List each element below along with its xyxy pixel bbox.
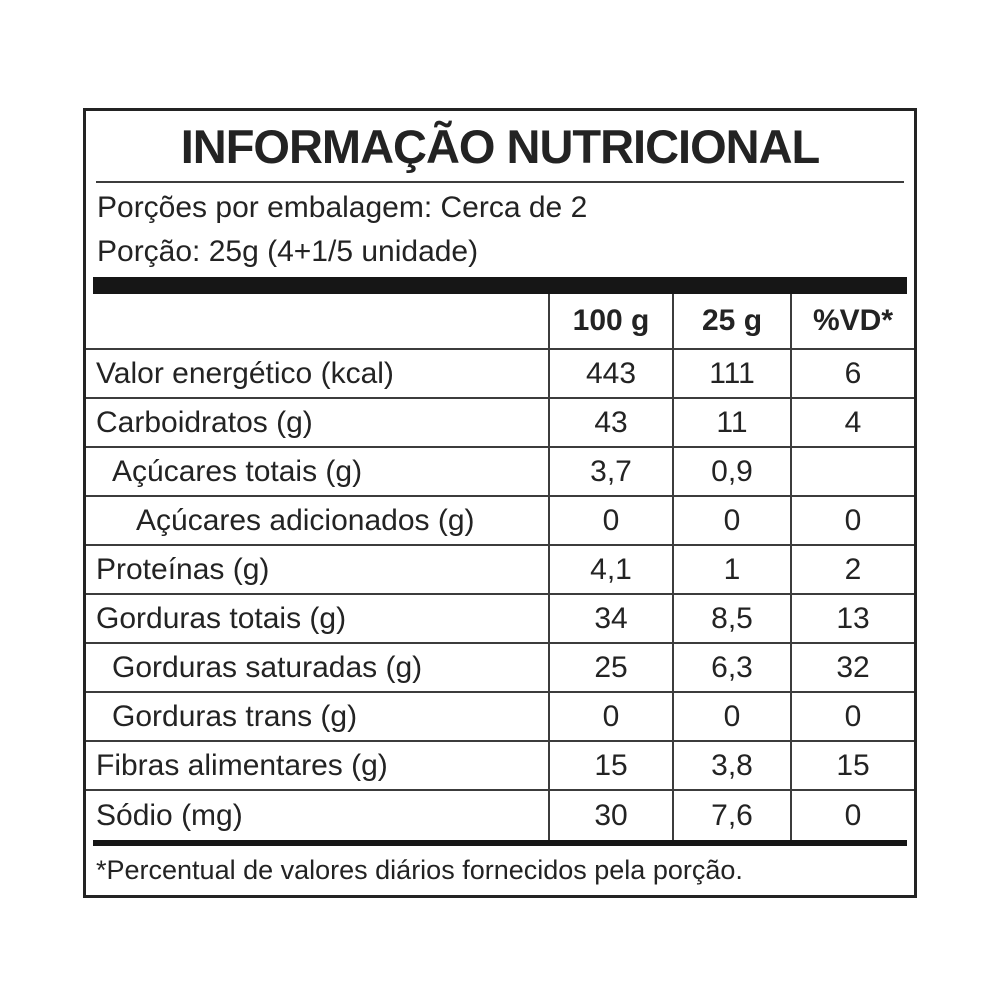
value-vd: 0 [790,497,914,544]
nutrient-label: Valor energético (kcal) [96,356,394,390]
value-vd: 2 [790,546,914,593]
value-vd: 6 [790,350,914,397]
value-25g: 0 [672,497,790,544]
nutrient-label: Sódio (mg) [96,798,243,832]
value-100g: 443 [548,350,672,397]
value-100g: 43 [548,399,672,446]
footnote-section: *Percentual de valores diários fornecido… [86,846,914,895]
nutrient-label: Fibras alimentares (g) [96,748,388,782]
value-100g: 3,7 [548,448,672,495]
value-vd: 32 [790,644,914,691]
nutrient-label: Proteínas (g) [96,552,270,586]
daily-value-footnote: *Percentual de valores diários fornecido… [96,855,743,885]
table-row: Proteínas (g) 4,1 1 2 [86,546,914,595]
header-25g-column: 25 g [672,294,790,348]
footer-separator-bar [93,840,907,846]
value-vd: 13 [790,595,914,642]
nutrition-facts-label: INFORMAÇÃO NUTRICIONAL Porções por embal… [83,108,917,898]
header-vd-column: %VD* [790,294,914,348]
value-vd: 4 [790,399,914,446]
value-25g: 111 [672,350,790,397]
value-25g: 3,8 [672,742,790,789]
table-header-row: 100 g 25 g %VD* [86,294,914,350]
header-separator-bar [93,277,907,294]
value-25g: 6,3 [672,644,790,691]
value-25g: 1 [672,546,790,593]
nutrient-label: Açúcares totais (g) [112,454,363,488]
title-divider [96,181,904,183]
value-vd: 0 [790,693,914,740]
nutrient-label: Gorduras trans (g) [112,699,358,733]
value-25g: 11 [672,399,790,446]
value-100g: 4,1 [548,546,672,593]
servings-per-package: Porções por embalagem: Cerca de 2 [97,191,588,224]
label-header: INFORMAÇÃO NUTRICIONAL [86,111,914,181]
serving-info-section: Porções por embalagem: Cerca de 2 Porção… [86,183,914,277]
value-vd: 0 [790,791,914,840]
value-25g: 0,9 [672,448,790,495]
nutrient-label: Carboidratos (g) [96,405,313,439]
table-row: Valor energético (kcal) 443 111 6 [86,350,914,399]
value-25g: 0 [672,693,790,740]
table-row: Carboidratos (g) 43 11 4 [86,399,914,448]
table-row: Gorduras totais (g) 34 8,5 13 [86,595,914,644]
value-25g: 7,6 [672,791,790,840]
header-100g-column: 100 g [548,294,672,348]
nutrient-label: Gorduras totais (g) [96,601,347,635]
table-row: Fibras alimentares (g) 15 3,8 15 [86,742,914,791]
table-row: Açúcares totais (g) 3,7 0,9 [86,448,914,497]
value-100g: 0 [548,693,672,740]
nutrient-label: Gorduras saturadas (g) [112,650,423,684]
portion-size: Porção: 25g (4+1/5 unidade) [97,235,479,268]
value-100g: 34 [548,595,672,642]
value-25g: 8,5 [672,595,790,642]
value-vd [790,448,914,495]
value-100g: 25 [548,644,672,691]
value-100g: 30 [548,791,672,840]
label-title: INFORMAÇÃO NUTRICIONAL [180,119,821,173]
nutrient-label: Açúcares adicionados (g) [136,503,475,537]
table-row: Gorduras trans (g) 0 0 0 [86,693,914,742]
value-100g: 15 [548,742,672,789]
table-row: Gorduras saturadas (g) 25 6,3 32 [86,644,914,693]
value-100g: 0 [548,497,672,544]
table-row: Açúcares adicionados (g) 0 0 0 [86,497,914,546]
table-row: Sódio (mg) 30 7,6 0 [86,791,914,840]
header-nutrient-column [86,294,548,348]
value-vd: 15 [790,742,914,789]
